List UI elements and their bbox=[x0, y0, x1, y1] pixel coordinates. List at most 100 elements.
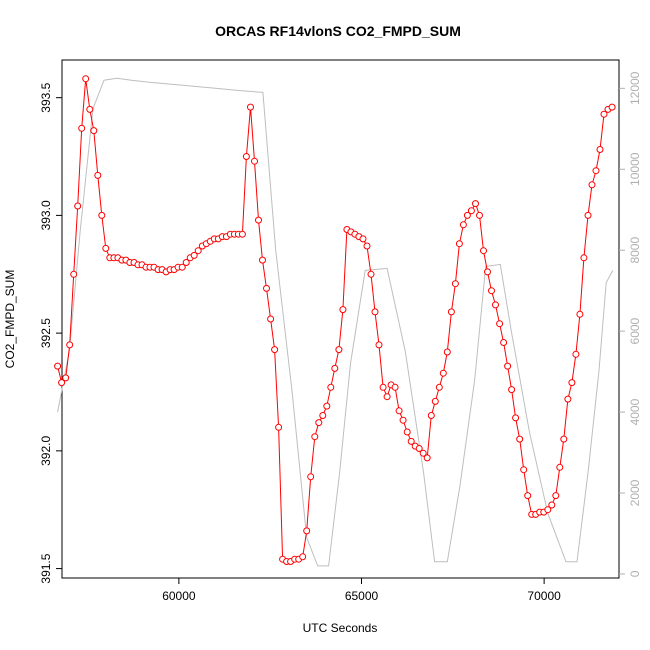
co2-point bbox=[62, 374, 70, 382]
co2-point bbox=[492, 301, 499, 309]
co2-point bbox=[447, 308, 455, 316]
co2-point bbox=[238, 230, 246, 238]
co2-point bbox=[435, 383, 443, 391]
co2-point bbox=[419, 449, 427, 457]
co2-point bbox=[275, 423, 283, 431]
co2-point bbox=[480, 247, 487, 255]
co2-point bbox=[500, 339, 508, 346]
co2-point bbox=[86, 105, 94, 113]
co2-point bbox=[194, 247, 202, 255]
co2-point bbox=[472, 200, 479, 208]
co2-point bbox=[271, 346, 279, 354]
co2-point bbox=[363, 242, 371, 250]
co2-point bbox=[552, 492, 560, 500]
co2-point bbox=[580, 254, 588, 262]
co2-point bbox=[190, 251, 198, 259]
co2-point bbox=[178, 263, 186, 271]
co2-point bbox=[251, 157, 258, 165]
co2-point bbox=[311, 433, 319, 441]
co2-point bbox=[391, 383, 399, 391]
co2-line bbox=[57, 78, 613, 562]
altitude-series bbox=[57, 77, 614, 567]
y-tick-label: 392.0 bbox=[39, 436, 53, 466]
co2-point bbox=[102, 244, 110, 252]
co2-point bbox=[568, 379, 576, 387]
co2-point bbox=[488, 287, 495, 295]
co2-point bbox=[66, 341, 74, 349]
co2-point bbox=[315, 419, 323, 427]
co2-point bbox=[367, 270, 375, 278]
co2-point bbox=[564, 395, 572, 403]
co2-point bbox=[407, 437, 415, 445]
x-tick-label: 65000 bbox=[345, 589, 379, 603]
co2-point bbox=[247, 103, 254, 111]
co2-point bbox=[451, 280, 459, 288]
co2-point bbox=[443, 348, 451, 356]
co2-point bbox=[556, 463, 564, 471]
x-tick-label: 60000 bbox=[162, 589, 196, 603]
co2-point bbox=[303, 527, 311, 535]
co2-point bbox=[520, 466, 528, 474]
plot-area-box bbox=[61, 59, 620, 579]
y-tick-label: 391.5 bbox=[39, 553, 53, 583]
co2-point bbox=[588, 181, 596, 189]
co2-point bbox=[54, 362, 62, 370]
co2-point bbox=[476, 211, 483, 219]
co2-point bbox=[70, 270, 78, 278]
co2-point bbox=[82, 75, 90, 83]
co2-point bbox=[560, 435, 568, 443]
co2-point bbox=[576, 310, 584, 318]
co2-point bbox=[512, 414, 520, 422]
co2-point bbox=[90, 127, 98, 135]
co2-point bbox=[463, 211, 471, 219]
co2-point bbox=[548, 501, 556, 509]
co2-point bbox=[299, 553, 307, 561]
co2-point bbox=[544, 506, 552, 514]
x-tick-label: 70000 bbox=[527, 589, 561, 603]
y2-tick-label: 8000 bbox=[628, 237, 642, 264]
co2-point bbox=[592, 167, 600, 175]
co2-point bbox=[331, 364, 339, 372]
co2-point bbox=[78, 124, 86, 132]
y-axis-label: CO2_FMPD_SUM bbox=[3, 270, 17, 369]
co2-point bbox=[259, 256, 266, 264]
co2-point bbox=[439, 369, 447, 377]
co2-point bbox=[375, 341, 383, 349]
co2-point bbox=[255, 216, 262, 224]
co2-point bbox=[516, 435, 524, 443]
co2-point bbox=[395, 407, 403, 415]
co2-series bbox=[54, 75, 616, 565]
co2-point bbox=[58, 379, 66, 387]
co2-point bbox=[323, 402, 331, 410]
y2-tick-label: 12000 bbox=[628, 71, 642, 105]
y2-tick-label: 0 bbox=[628, 570, 642, 577]
co2-point bbox=[496, 320, 504, 328]
co2-point bbox=[307, 473, 315, 481]
co2-point bbox=[584, 211, 592, 219]
co2-point bbox=[74, 202, 82, 210]
co2-point bbox=[608, 103, 616, 111]
co2-point bbox=[415, 445, 423, 452]
x-axis-label: UTC Seconds bbox=[303, 621, 378, 635]
co2-point bbox=[524, 492, 532, 500]
chart-title: ORCAS RF14vlonS CO2_FMPD_SUM bbox=[215, 23, 461, 39]
co2-point bbox=[403, 428, 411, 436]
co2-point bbox=[371, 308, 379, 316]
co2-point bbox=[182, 259, 190, 266]
co2-point bbox=[427, 412, 435, 419]
y-axis: 391.5 392.0 392.5 393.0 393.5 bbox=[39, 82, 62, 584]
y2-tick-label: 6000 bbox=[628, 317, 642, 344]
co2-point bbox=[504, 362, 512, 370]
co2-point bbox=[467, 207, 475, 215]
co2-point bbox=[572, 350, 580, 358]
co2-point bbox=[455, 240, 463, 248]
altitude-line bbox=[57, 77, 614, 567]
co2-point bbox=[327, 383, 335, 391]
y2-tick-label: 4000 bbox=[628, 398, 642, 425]
co2-point bbox=[399, 416, 407, 424]
y2-tick-label: 10000 bbox=[628, 152, 642, 186]
co2-point bbox=[600, 110, 608, 118]
co2-point bbox=[383, 393, 391, 401]
co2-point bbox=[423, 454, 431, 462]
